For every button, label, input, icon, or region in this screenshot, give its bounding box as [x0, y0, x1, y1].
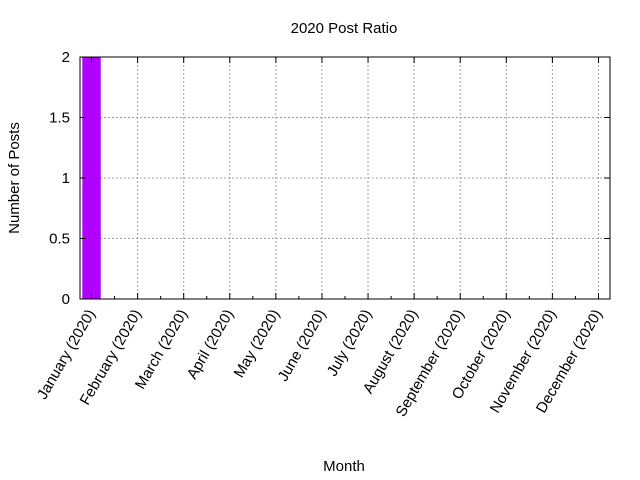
y-tick-label: 0 — [62, 291, 70, 308]
x-axis-label: Month — [323, 458, 365, 475]
grid — [80, 57, 610, 299]
y-tick-label: 1 — [62, 170, 70, 187]
x-tick-label: June (2020) — [275, 307, 330, 385]
x-tick-label: April (2020) — [184, 307, 237, 383]
y-tick-label: 0.5 — [49, 231, 70, 248]
bars — [82, 57, 101, 299]
chart-title: 2020 Post Ratio — [291, 20, 398, 37]
y-axis-label: Number of Posts — [6, 122, 23, 234]
bar — [82, 57, 101, 299]
y-tick-label: 1.5 — [49, 110, 70, 127]
x-tick-label: July (2020) — [324, 306, 376, 379]
y-tick-label: 2 — [62, 49, 70, 66]
ticks — [80, 56, 610, 300]
x-tick-label: May (2020) — [231, 307, 284, 381]
